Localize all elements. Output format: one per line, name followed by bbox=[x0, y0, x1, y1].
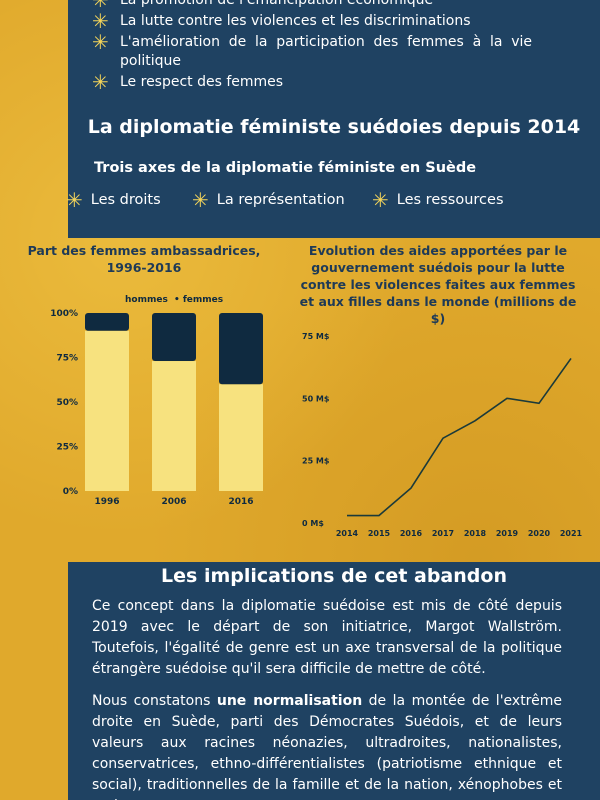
star-icon: ✳ bbox=[92, 0, 109, 12]
line-chart-title: Evolution des aides apportées par le gou… bbox=[299, 243, 577, 326]
intro-bullet-list: ✳ La promotion de l'émancipation économiq… bbox=[92, 0, 532, 94]
axes-row: ✳ Les droits ✳ La représentation ✳ Les ress… bbox=[66, 190, 586, 216]
x-tick-label: 2015 bbox=[368, 529, 391, 538]
star-icon: ✳ bbox=[92, 9, 109, 33]
star-icon: ✳ bbox=[92, 70, 109, 94]
bar-chart: hommes • femmes 0% 25% 50% 75% 100% 1996 2006 201… bbox=[50, 295, 263, 507]
axis-item-ressources: ✳ Les ressources bbox=[372, 188, 504, 212]
x-tick-label: 1996 bbox=[94, 497, 119, 507]
bottom-panel bbox=[68, 562, 600, 800]
emphasis-normalisation: une normalisation bbox=[216, 693, 363, 709]
y-tick-label: 25 M$ bbox=[302, 457, 330, 466]
x-tick-label: 2018 bbox=[464, 529, 487, 538]
legend-hommes: hommes bbox=[125, 295, 168, 305]
y-tick-label: 50 M$ bbox=[302, 394, 330, 403]
top-panel bbox=[68, 0, 600, 238]
x-tick-label: 2020 bbox=[528, 529, 551, 538]
axis-item-representation: ✳ La représentation bbox=[192, 188, 345, 212]
bar-hommes-1996 bbox=[85, 330, 129, 491]
bar-femmes-2006 bbox=[152, 313, 196, 362]
star-icon: ✳ bbox=[372, 188, 389, 212]
x-tick-label: 2017 bbox=[432, 529, 454, 538]
series-line-aides bbox=[347, 357, 572, 517]
y-tick-label: 75 M$ bbox=[302, 332, 330, 341]
section-title-diplomatie: La diplomatie féministe suédoies depuis … bbox=[87, 116, 581, 138]
x-tick-label: 2019 bbox=[496, 529, 519, 538]
paragraph-concept: Ce concept dans la diplomatie suédoise e… bbox=[92, 598, 562, 677]
legend-femmes: • femmes bbox=[174, 295, 223, 305]
line-chart: 0 M$ 25 M$ 50 M$ 75 M$ 2014 2015 2016 2017 2018 2… bbox=[302, 332, 583, 538]
axis-item-droits: ✳ Les droits bbox=[66, 188, 161, 212]
list-item: ✳ La lutte contre les violences et les di… bbox=[92, 9, 471, 33]
bar-chart-title: Part des femmes ambassadrices, 1996-2016 bbox=[27, 243, 261, 275]
y-tick-label: 50% bbox=[56, 398, 78, 408]
list-item: ✳ L'amélioration de la participation des … bbox=[92, 30, 532, 69]
star-icon: ✳ bbox=[66, 188, 83, 212]
bar-femmes-2016 bbox=[219, 313, 263, 385]
star-icon: ✳ bbox=[192, 188, 209, 212]
paragraph-normalisation: Nous constatons une normalisation de la … bbox=[92, 693, 562, 800]
x-tick-label: 2021 bbox=[560, 529, 583, 538]
y-tick-label: 0 M$ bbox=[302, 519, 324, 528]
list-item: ✳ La promotion de l'émancipation économiq… bbox=[92, 0, 532, 10]
bar-hommes-2016 bbox=[219, 384, 263, 491]
y-tick-label: 0% bbox=[63, 487, 78, 497]
x-tick-label: 2006 bbox=[161, 497, 186, 507]
x-tick-label: 2016 bbox=[400, 529, 423, 538]
y-tick-label: 100% bbox=[50, 309, 78, 319]
y-tick-label: 25% bbox=[56, 443, 78, 453]
list-item: ✳ Le respect des femmes bbox=[92, 70, 284, 94]
x-tick-label: 2016 bbox=[228, 497, 253, 507]
y-tick-label: 75% bbox=[56, 354, 78, 364]
section-title-implications: Les implications de cet abandon bbox=[161, 565, 507, 587]
bar-femmes-1996 bbox=[85, 313, 129, 331]
star-icon: ✳ bbox=[92, 30, 109, 54]
bar-hommes-2006 bbox=[152, 361, 196, 491]
x-tick-label: 2014 bbox=[336, 529, 359, 538]
section-subtitle-axes: Trois axes de la diplomatie féministe en… bbox=[94, 160, 477, 176]
